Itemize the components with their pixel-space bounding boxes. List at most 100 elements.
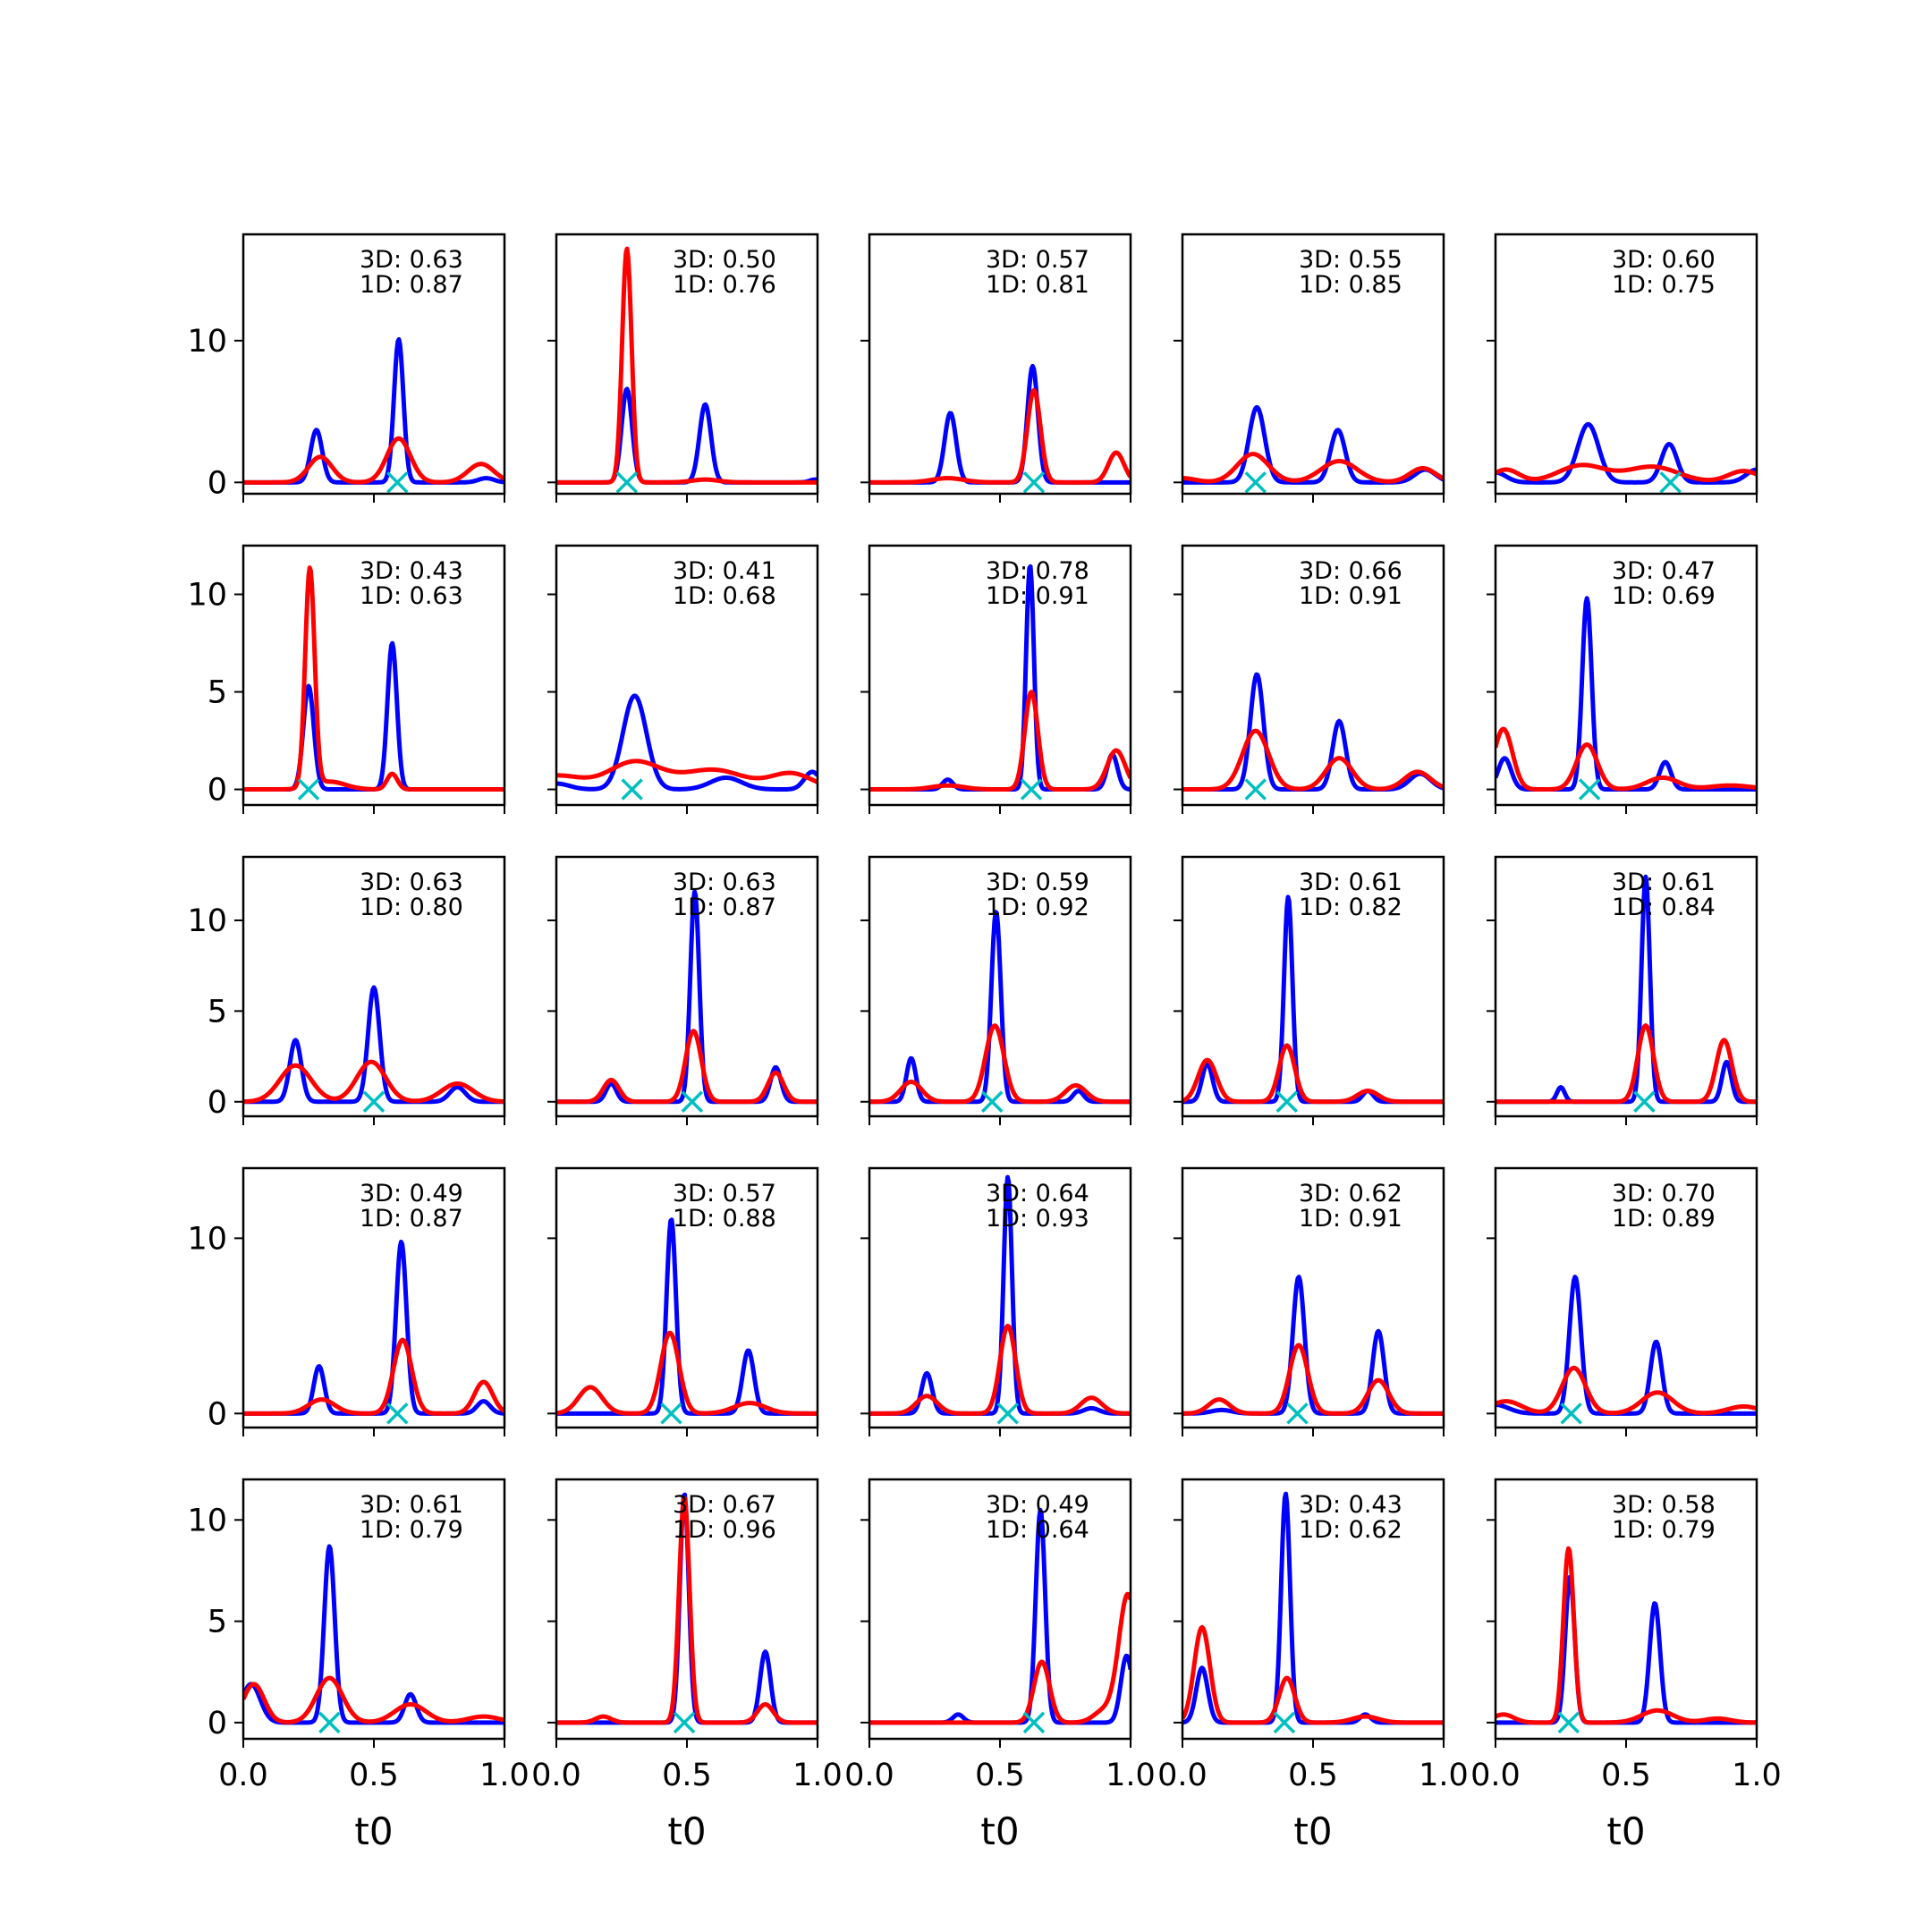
ytick-label: 5 <box>208 675 227 711</box>
marker-x <box>362 1090 386 1114</box>
marker-stroke <box>1273 1711 1296 1734</box>
annotation-1d: 1D: 0.76 <box>673 271 776 299</box>
annotation-1d: 1D: 0.79 <box>360 1516 463 1544</box>
xtick-label: 1.0 <box>1106 1758 1156 1793</box>
ytick-label: 0 <box>208 773 227 809</box>
annotation-3d: 3D: 0.55 <box>1299 246 1402 274</box>
annotation-1d: 1D: 0.75 <box>1612 271 1716 299</box>
curve-3d <box>1182 404 1444 485</box>
curves <box>1182 1275 1444 1416</box>
x-axis-label: t0 <box>1293 1809 1332 1853</box>
annotation-3d: 3D: 0.41 <box>673 557 776 585</box>
curve-1d <box>243 565 504 792</box>
curve-3d <box>556 693 818 792</box>
annotation-1d: 1D: 0.82 <box>1299 894 1402 921</box>
annotation-3d: 3D: 0.62 <box>1299 1180 1402 1208</box>
ytick-label: 10 <box>187 578 227 614</box>
marker-x <box>1244 778 1267 801</box>
xtick-label: 0.5 <box>662 1758 712 1793</box>
annotation-3d: 3D: 0.63 <box>673 869 776 896</box>
annotation-3d: 3D: 0.63 <box>360 869 463 896</box>
annotation-1d: 1D: 0.91 <box>986 582 1089 610</box>
curve-1d <box>243 1059 504 1105</box>
curve-3d <box>1496 596 1757 792</box>
marker-x <box>1633 1090 1656 1114</box>
curve-1d <box>869 1323 1131 1416</box>
curve-1d <box>869 690 1131 792</box>
curves <box>869 910 1131 1105</box>
marker-stroke <box>1244 778 1267 801</box>
annotation-3d: 3D: 0.57 <box>986 246 1089 274</box>
annotation-3d: 3D: 0.66 <box>1299 557 1402 585</box>
curve-1d <box>1182 1343 1444 1416</box>
x-axis-label: t0 <box>667 1809 706 1853</box>
marker-x <box>681 1090 704 1114</box>
curve-1d <box>556 1496 818 1725</box>
curves <box>869 1174 1131 1416</box>
curves <box>243 985 504 1105</box>
curve-3d <box>1182 672 1444 792</box>
ytick-label: 0 <box>208 1396 227 1432</box>
annotation-1d: 1D: 0.96 <box>673 1516 776 1544</box>
annotation-1d: 1D: 0.91 <box>1299 582 1402 610</box>
xtick-label: 1.0 <box>1732 1758 1782 1793</box>
marker-stroke <box>1659 471 1682 494</box>
curves <box>556 1492 818 1725</box>
marker-x <box>297 778 320 801</box>
marker-stroke <box>362 1090 386 1114</box>
annotation-3d: 3D: 0.60 <box>1612 246 1716 274</box>
curve-1d <box>556 758 818 784</box>
annotation-3d: 3D: 0.70 <box>1612 1180 1716 1208</box>
marker-stroke <box>673 1711 696 1734</box>
curves <box>1182 672 1444 792</box>
xtick-label: 1.0 <box>1419 1758 1469 1793</box>
marker-x <box>1578 778 1601 801</box>
curve-1d <box>1182 728 1444 792</box>
curve-3d <box>243 1239 504 1416</box>
marker-stroke <box>386 1402 409 1425</box>
curves <box>869 564 1131 792</box>
curves <box>556 246 818 485</box>
curve-3d <box>869 910 1131 1105</box>
annotation-1d: 1D: 0.84 <box>1612 894 1716 921</box>
annotation-1d: 1D: 0.79 <box>1612 1516 1716 1544</box>
marker-x <box>673 1711 696 1734</box>
ytick-label: 10 <box>187 1503 227 1538</box>
curve-3d <box>243 985 504 1105</box>
annotation-3d: 3D: 0.49 <box>360 1180 463 1208</box>
annotation-1d: 1D: 0.64 <box>986 1516 1089 1544</box>
xtick-label: 0.0 <box>531 1758 581 1793</box>
xtick-label: 0.5 <box>1288 1758 1338 1793</box>
marker-stroke <box>1275 1090 1299 1114</box>
curve-1d <box>243 1675 504 1724</box>
curve-1d <box>869 387 1131 485</box>
marker-stroke <box>1022 471 1046 494</box>
marker-stroke <box>1560 1402 1582 1425</box>
annotation-1d: 1D: 0.93 <box>986 1205 1089 1233</box>
curve-1d <box>1182 1043 1444 1105</box>
marker-stroke <box>386 471 409 494</box>
annotation-3d: 3D: 0.61 <box>1299 869 1402 896</box>
annotation-1d: 1D: 0.89 <box>1612 1205 1716 1233</box>
annotation-3d: 3D: 0.61 <box>1612 869 1716 896</box>
annotation-3d: 3D: 0.49 <box>986 1491 1089 1519</box>
curve-1d <box>869 1023 1131 1105</box>
marker-x <box>1286 1402 1309 1425</box>
curves <box>243 1239 504 1416</box>
marker-stroke <box>981 1090 1004 1114</box>
xtick-label: 0.5 <box>975 1758 1025 1793</box>
curves <box>869 363 1131 485</box>
